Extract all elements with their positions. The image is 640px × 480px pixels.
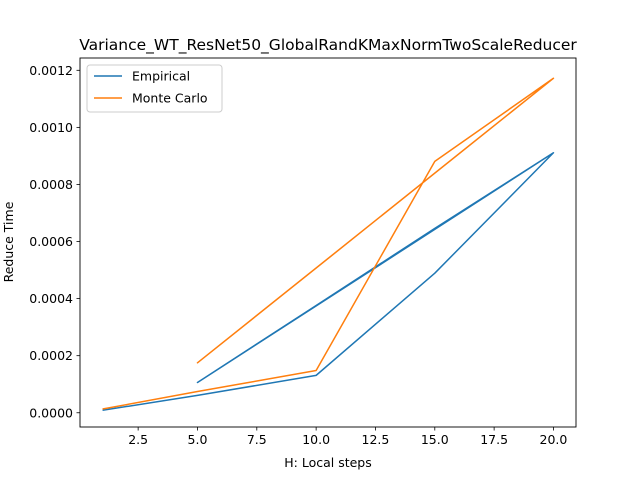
y-tick-label: 0.0000 <box>29 405 73 420</box>
x-tick-label: 2.5 <box>128 432 148 447</box>
legend-label-1: Empirical <box>132 69 190 84</box>
plot-frame <box>79 57 577 428</box>
x-tick-label: 15.0 <box>421 432 449 447</box>
x-axis: 2.5 5.0 7.5 10.0 12.5 15.0 17.5 20.0 <box>128 427 567 447</box>
plot-lines <box>102 77 555 412</box>
y-axis-label: Reduce Time <box>1 201 16 282</box>
x-tick-label: 17.5 <box>480 432 508 447</box>
y-tick-label: 0.0004 <box>29 291 73 306</box>
x-tick-label: 10.0 <box>302 432 330 447</box>
series-line-1 <box>102 152 555 412</box>
x-tick-label: 7.5 <box>247 432 267 447</box>
x-tick-label: 12.5 <box>362 432 390 447</box>
x-tick-label: 20.0 <box>540 432 568 447</box>
y-tick-label: 0.0002 <box>29 348 73 363</box>
y-axis: 0.0000 0.0002 0.0004 0.0006 0.0008 0.0010 0.00… <box>29 63 80 420</box>
chart-title: Variance_WT_ResNet50_GlobalRandKMaxNormT… <box>79 36 577 55</box>
legend: Empirical Monte Carlo <box>86 64 223 113</box>
y-tick-label: 0.0006 <box>29 234 73 249</box>
legend-label-2: Monte Carlo <box>132 91 208 106</box>
y-tick-label: 0.0008 <box>29 177 73 192</box>
x-tick-label: 5.0 <box>188 432 208 447</box>
series-line-2 <box>102 77 555 410</box>
x-axis-label: H: Local steps <box>284 455 372 470</box>
y-tick-label: 0.0012 <box>29 63 73 78</box>
y-tick-label: 0.0010 <box>29 120 73 135</box>
